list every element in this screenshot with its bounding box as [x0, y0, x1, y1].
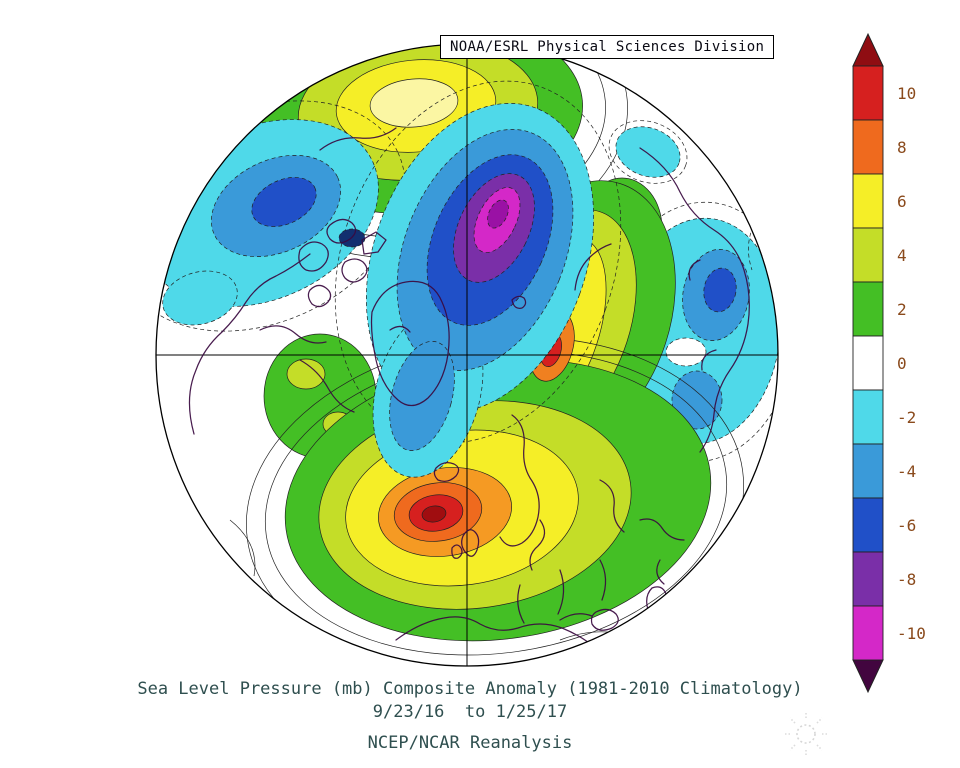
plot-dataset: NCEP/NCAR Reanalysis [367, 733, 573, 753]
colorbar-arrow-top [852, 32, 884, 67]
colorbar-band-3 [852, 227, 884, 283]
colorbar-band-10 [852, 605, 884, 661]
plot-title: Sea Level Pressure (mb) Composite Anomal… [137, 679, 803, 699]
colorbar-label-6: -2 [897, 408, 916, 427]
anomaly-topright-negative [608, 120, 688, 184]
colorbar-label-3: 4 [897, 246, 907, 265]
colorbar-band-9 [852, 551, 884, 607]
colorbar-band-6 [852, 389, 884, 445]
colorbar-band-8 [852, 497, 884, 553]
anomaly-regions [156, 44, 778, 666]
colorbar-band-2 [852, 173, 884, 229]
colorbar-band-5 [852, 335, 884, 391]
colorbar-label-4: 2 [897, 300, 907, 319]
plot-captions: Sea Level Pressure (mb) Composite Anomal… [60, 678, 880, 755]
colorbar-label-2: 6 [897, 192, 907, 211]
sun-watermark-icon [784, 712, 828, 756]
plot-source-label: NOAA/ESRL Physical Sciences Division [440, 35, 775, 59]
colorbar-band-7 [852, 443, 884, 499]
colorbar-band-1 [852, 119, 884, 175]
anomaly-arctic-negative [334, 80, 622, 478]
plot-date-range: 9/23/16 to 1/25/17 [372, 702, 568, 722]
colorbar-label-5: 0 [897, 354, 907, 373]
colorbar-label-0: 10 [897, 84, 916, 103]
colorbar-label-1: 8 [897, 138, 907, 157]
colorbar-band-4 [852, 281, 884, 337]
colorbar-band-0 [852, 65, 884, 121]
colorbar: 10 8 6 4 2 0 -2 -4 -6 -8 -10 [840, 0, 960, 768]
colorbar-label-10: -10 [897, 624, 926, 643]
colorbar-svg: 10 8 6 4 2 0 -2 -4 -6 -8 -10 [852, 32, 926, 694]
colorbar-label-9: -8 [897, 570, 916, 589]
colorbar-label-8: -6 [897, 516, 916, 535]
colorbar-label-7: -4 [897, 462, 916, 481]
graticule-crosshair [156, 44, 778, 666]
